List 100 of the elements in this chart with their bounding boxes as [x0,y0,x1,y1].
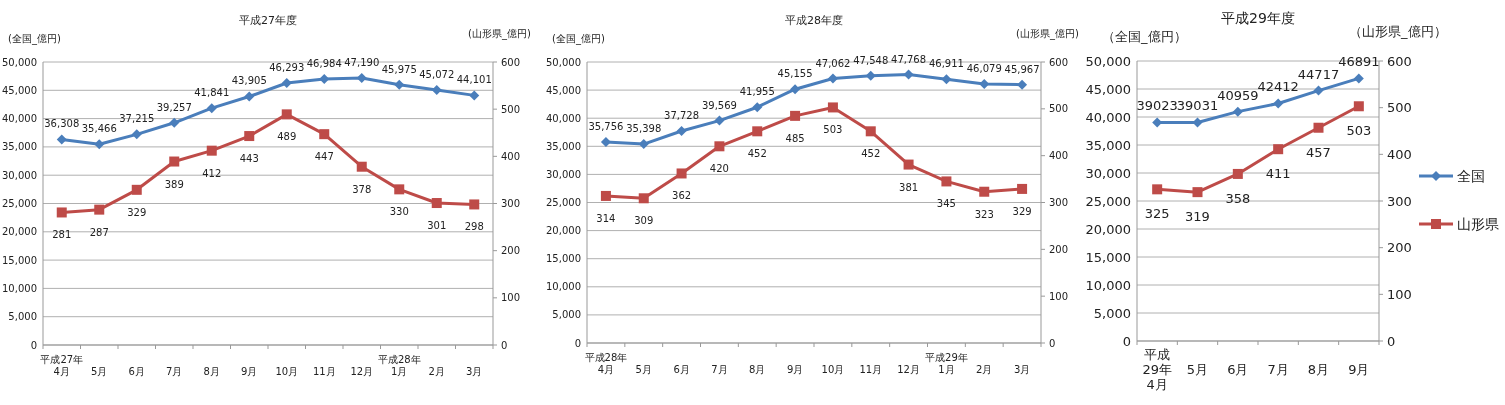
data-label: 41,841 [194,87,230,99]
y-tick-label: 30,000 [2,169,37,181]
point [676,125,687,136]
data-label: 503 [1346,123,1372,139]
data-label: 298 [464,221,484,233]
y2-tick-label: 200 [501,245,521,257]
data-label: 378 [352,183,372,195]
y-tick-label: 25,000 [546,197,581,208]
point [94,204,105,215]
x-tick-label: 8月 [1307,361,1330,377]
y-tick-label: 25,000 [1085,193,1131,209]
y2-tick-label: 200 [1387,240,1412,256]
y-tick-label: 45,000 [2,84,37,96]
x-tick-label: 11月 [859,363,883,375]
x-tick-label: 5月 [635,363,652,375]
x-tick-label: 10月 [275,365,299,377]
y-axis-title: （全国_億円） [1102,29,1187,44]
point [244,131,255,142]
data-label: 345 [936,198,956,210]
y2-tick-label: 400 [501,150,521,162]
point [131,184,142,195]
point [1273,144,1284,155]
y-tick-label: 10,000 [1085,277,1131,293]
data-label: 457 [1306,144,1331,160]
chart-title: 平成29年度 [1221,10,1295,26]
point [281,77,292,88]
data-label: 47,190 [344,56,380,68]
y-tick-label: 20,000 [2,226,37,238]
y2-tick-label: 100 [501,292,521,304]
data-label: 44,101 [456,74,492,86]
data-label: 452 [861,148,881,160]
data-label: 47,548 [853,54,889,66]
data-label: 46,984 [306,58,342,70]
data-label: 39,569 [701,99,737,111]
y2-tick-label: 500 [1387,100,1412,116]
x-tick-label: 9月 [786,363,804,375]
point [1017,79,1028,90]
y-tick-label: 45,000 [1085,81,1131,97]
point [206,103,217,114]
x-tick-label: 9月 [241,365,258,377]
x-tick-label: 6月 [128,365,145,377]
point [169,117,180,128]
data-label: 362 [672,190,692,202]
point [1232,106,1243,117]
point [1192,187,1203,198]
y-tick-label: 5,000 [552,309,581,321]
point [431,198,442,209]
point [827,73,838,84]
point [941,176,952,187]
point [356,161,367,172]
y-axis-title: (全国_億円) [552,33,605,45]
x-tick-label: 12月 [350,365,374,377]
y2-tick-label: 600 [1387,53,1412,69]
point [1313,122,1324,133]
x-tick-label: 6月 [673,363,690,375]
data-label: 381 [899,181,919,193]
y-tick-label: 10,000 [546,281,581,293]
data-label: 309 [634,215,654,227]
x-tick-label: 3月 [466,365,483,377]
y-tick-label: 20,000 [546,225,581,237]
data-label: 485 [785,132,805,144]
data-label: 39,257 [156,101,192,113]
data-label: 44717 [1297,66,1340,82]
y-tick-label: 0 [574,337,581,349]
legend-label: 山形県 [1457,216,1499,232]
legend-label: 全国 [1457,168,1485,184]
x-tick-label: 5月 [91,365,108,377]
y-tick-label: 5,000 [1093,305,1131,321]
data-label: 301 [427,220,447,232]
data-label: 47,062 [815,57,851,69]
data-label: 37,215 [119,113,155,125]
x-tick-label: 平成28年 1月 [377,354,421,377]
point [94,139,105,150]
point [1152,184,1163,195]
x-tick-label: 7月 [166,365,183,377]
y-tick-label: 25,000 [2,198,37,209]
point [1313,85,1324,96]
x-tick-label: 7月 [711,363,728,375]
y-tick-label: 15,000 [2,254,37,266]
y2-tick-label: 200 [1049,243,1069,255]
y-tick-label: 35,000 [546,140,581,152]
x-tick-label: 平成29年 1月 [925,352,968,375]
x-tick-label: 9月 [1348,361,1370,377]
data-label: 46891 [1338,54,1380,70]
point [469,90,480,101]
data-label: 46,293 [269,61,305,73]
y2-tick-label: 100 [1049,290,1069,302]
data-label: 329 [127,206,147,218]
data-label: 330 [389,206,409,218]
x-tick-label: 10月 [821,363,845,375]
y2-tick-label: 100 [1387,286,1412,302]
y-tick-label: 50,000 [2,56,37,68]
x-tick-label: 8月 [749,363,766,375]
data-label: 39031 [1176,98,1219,114]
point [638,193,649,204]
data-label: 45,155 [777,68,813,80]
data-label: 37,728 [664,109,700,121]
chart-title: 平成27年度 [239,14,297,27]
y-tick-label: 35,000 [2,141,37,153]
x-tick-label: 7月 [1267,361,1289,377]
